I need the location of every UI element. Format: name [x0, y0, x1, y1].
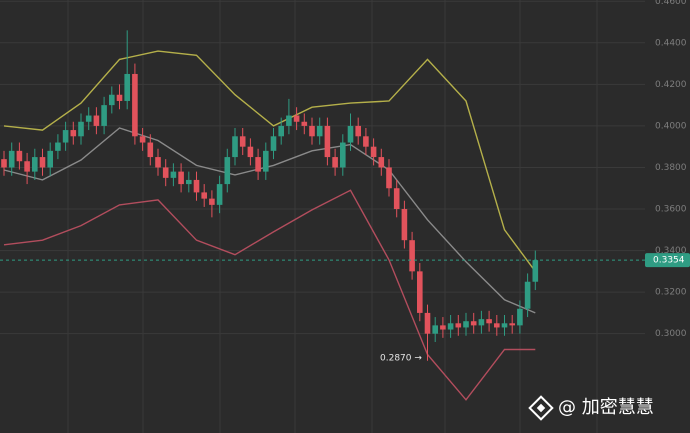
- y-tick-label: 0.4600: [655, 0, 687, 7]
- candle-body: [32, 157, 38, 172]
- candle-body: [124, 73, 130, 101]
- candle-body: [47, 150, 53, 168]
- candle-body: [209, 198, 215, 205]
- y-tick-label: 0.4200: [655, 80, 687, 90]
- candle-body: [309, 125, 315, 137]
- candle-body: [162, 167, 169, 178]
- candle-body: [324, 125, 331, 158]
- candle-body: [155, 157, 161, 168]
- candle-body: [440, 325, 446, 330]
- low-annotation: 0.2870 →: [380, 354, 422, 364]
- candle-body: [109, 94, 115, 106]
- candle-body: [401, 209, 408, 241]
- candle-body: [316, 125, 323, 137]
- candle-body: [417, 271, 423, 313]
- candle-body: [1, 159, 7, 168]
- candle-body: [378, 157, 385, 168]
- candle-body: [532, 260, 539, 282]
- candle-body: [186, 179, 192, 185]
- candle-body: [470, 321, 477, 326]
- candle-body: [24, 161, 30, 172]
- candle-body: [193, 179, 200, 193]
- candle-body: [247, 146, 254, 158]
- candle-body: [478, 319, 485, 326]
- watermark-text: @ 加密慧慧: [558, 397, 654, 418]
- candle-body: [70, 130, 77, 137]
- candle-body: [447, 323, 454, 330]
- candle-body: [409, 240, 415, 272]
- candle-body: [432, 325, 438, 334]
- candle-body: [270, 136, 277, 151]
- candle-body: [85, 115, 92, 122]
- candle-body: [239, 136, 246, 147]
- candle-body: [263, 150, 269, 172]
- candle-body: [517, 308, 523, 326]
- candle-body: [393, 188, 400, 210]
- y-tick-label: 0.3600: [655, 205, 687, 215]
- y-tick-label: 0.3000: [655, 329, 687, 339]
- band-line: [3, 127, 536, 314]
- candle-body: [55, 142, 61, 151]
- candle-body: [340, 142, 346, 168]
- candle-body: [201, 192, 207, 199]
- candle-body: [370, 146, 377, 158]
- y-tick-label: 0.3200: [655, 288, 687, 298]
- candle-body: [178, 171, 184, 185]
- candle-body: [39, 157, 46, 168]
- candle-body: [386, 167, 392, 189]
- candle-body: [301, 121, 308, 126]
- candle-body: [494, 323, 500, 328]
- candle-body: [101, 105, 107, 126]
- y-tick-label: 0.3800: [655, 163, 687, 173]
- candle-body: [132, 73, 138, 137]
- candle-body: [62, 130, 69, 143]
- last-price-label: 0.3354: [653, 256, 685, 266]
- last-price-tag: [645, 253, 690, 268]
- candle-body: [501, 323, 508, 328]
- candle-body: [8, 150, 15, 168]
- candle-body: [93, 115, 100, 126]
- candle-body: [116, 94, 123, 101]
- candle-body: [139, 136, 146, 143]
- candle-body: [286, 115, 292, 126]
- candle-body: [524, 281, 531, 309]
- candle-body: [147, 142, 154, 158]
- candle-body: [347, 125, 354, 143]
- candle-body: [363, 136, 369, 147]
- candle-body: [455, 323, 462, 328]
- candle-body: [232, 136, 238, 158]
- band-line: [3, 189, 536, 401]
- candle-body: [224, 157, 231, 185]
- candle-body: [216, 184, 223, 205]
- candle-body: [332, 157, 338, 168]
- candle-body: [278, 125, 284, 137]
- candle-body: [293, 115, 300, 122]
- y-tick-label: 0.4000: [655, 121, 687, 131]
- vertical-grid: [67, 0, 598, 433]
- candle-body: [16, 150, 23, 162]
- band-line: [3, 50, 536, 272]
- candle-body: [424, 312, 431, 334]
- candle-body: [170, 171, 177, 178]
- y-tick-label: 0.3400: [655, 246, 687, 256]
- y-tick-label: 0.4400: [655, 38, 687, 48]
- candle-body: [509, 323, 515, 326]
- candle-body: [486, 319, 492, 324]
- candle-body: [255, 157, 261, 172]
- candle-body: [355, 125, 361, 137]
- candle-body: [463, 321, 469, 328]
- candle-body: [78, 121, 84, 137]
